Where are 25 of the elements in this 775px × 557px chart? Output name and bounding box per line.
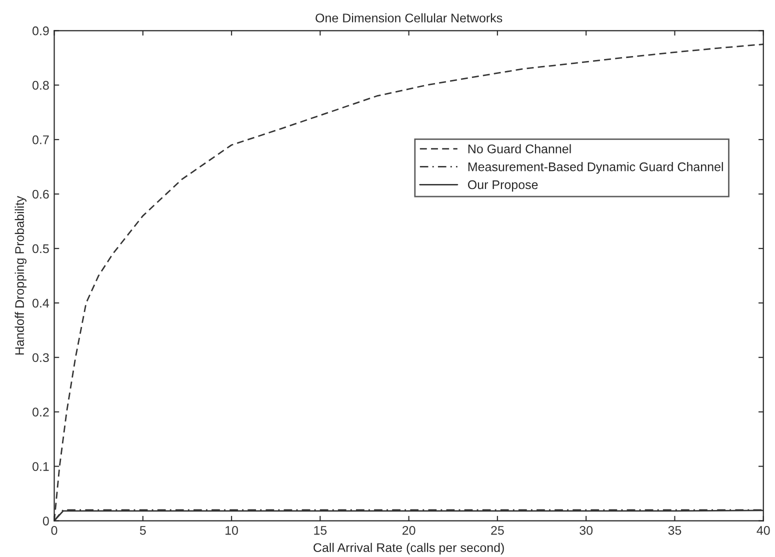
- x-tick-label: 20: [402, 526, 416, 535]
- y-tick-label: 0: [42, 516, 49, 526]
- y-axis-title: Handoff Dropping Probability: [14, 196, 26, 354]
- x-tick-label: 10: [226, 526, 238, 535]
- y-tick-label: 0.1: [32, 462, 49, 471]
- y-tick-label: 0.8: [32, 80, 49, 90]
- x-tick-label: 30: [580, 526, 593, 535]
- legend-label: Measurement-Based Dynamic Guard Channel: [468, 162, 723, 174]
- legend-label: No Guard Channel: [468, 144, 571, 154]
- x-tick-label: 35: [668, 526, 682, 535]
- y-tick-label: 0.9: [32, 26, 49, 36]
- x-tick-label: 5: [140, 526, 146, 535]
- y-tick-label: 0.2: [32, 408, 49, 417]
- x-tick-label: 15: [314, 526, 327, 535]
- x-tick-label: 40: [756, 526, 770, 535]
- chart-title: One Dimension Cellular Networks: [316, 13, 502, 22]
- x-tick-label: 25: [491, 526, 504, 535]
- y-tick-label: 0.7: [32, 135, 49, 144]
- x-tick-label: 0: [51, 526, 58, 535]
- y-tick-label: 0.6: [32, 190, 49, 199]
- legend-label: Our Propose: [468, 180, 538, 192]
- y-tick-label: 0.4: [32, 298, 50, 308]
- y-tick-label: 0.3: [32, 353, 49, 362]
- x-axis-title: Call Arrival Rate (calls per second): [314, 542, 504, 555]
- y-tick-label: 0.5: [32, 244, 49, 254]
